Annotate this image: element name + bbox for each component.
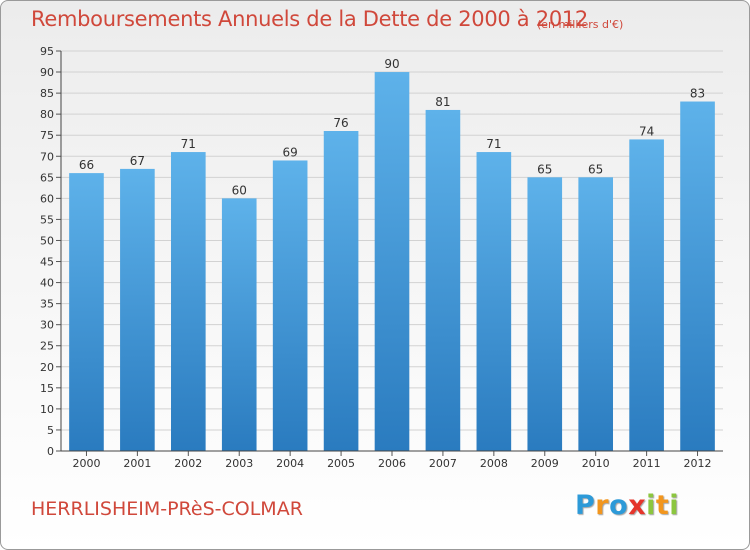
value-labels: 66 67 71 60 69 76 90 81 71 65 65 74 83 [79,57,705,197]
proxiti-logo[interactable]: Proxiti [575,490,679,521]
data-label: 83 [690,87,705,101]
y-tick-label: 15 [40,382,54,395]
y-tick-label: 80 [40,108,54,121]
x-tick-label: 2012 [684,457,712,470]
logo-letter: o [609,490,629,521]
logo-letter: x [628,490,647,521]
x-tick-label: 2004 [276,457,304,470]
bar [578,177,614,451]
data-label: 60 [232,183,247,197]
y-tick-label: 0 [47,445,54,458]
x-tick-label: 2000 [72,457,100,470]
data-label: 65 [588,162,603,176]
x-tick-label: 2009 [531,457,559,470]
bar [629,139,664,451]
bar [527,177,563,451]
y-tick-label: 5 [47,424,54,437]
city-name: HERRLISHEIM-PRèS-COLMAR [31,498,303,520]
bars [69,72,715,452]
data-label: 67 [130,154,145,168]
y-tick-label: 60 [40,192,54,205]
y-axis-ticks: 0 5 10 15 20 25 30 35 40 45 50 55 60 65 70 75 80 85 90 95 [40,45,61,458]
y-tick-label: 85 [40,87,54,100]
x-tick-label: 2002 [174,457,202,470]
bar [69,173,104,451]
bar [374,72,410,451]
data-label: 81 [435,95,450,109]
y-tick-label: 65 [40,171,54,184]
data-label: 74 [639,124,654,138]
y-tick-label: 95 [40,45,54,58]
bar [221,198,257,451]
y-tick-label: 50 [40,234,54,247]
bar [323,131,359,451]
bar [425,109,461,452]
logo-letter: r [595,490,610,521]
bar [170,152,206,452]
data-label: 66 [79,158,94,172]
logo-letter: i [669,490,680,521]
bar [120,168,155,452]
y-tick-label: 90 [40,66,54,79]
chart-title: Remboursements Annuels de la Dette de 20… [31,7,588,31]
x-tick-label: 2008 [480,457,508,470]
logo-letter: i [646,490,656,521]
y-tick-label: 45 [40,256,54,269]
data-label: 76 [333,116,348,130]
y-tick-label: 70 [40,150,54,163]
x-tick-label: 2011 [633,457,661,470]
logo-letter: t [655,490,670,521]
data-label: 69 [283,145,298,159]
y-tick-label: 10 [40,403,54,416]
data-label: 90 [384,57,399,71]
y-tick-label: 40 [40,277,54,290]
bar [680,101,715,452]
x-axis-ticks: 2000 2001 2002 2003 2004 2005 2006 2007 2008 2009… [72,451,712,470]
data-label: 71 [181,137,196,151]
y-tick-label: 25 [40,340,54,353]
data-label: 71 [486,137,501,151]
x-tick-label: 2010 [582,457,610,470]
chart-unit: (en milliers d'€) [537,18,624,31]
x-tick-label: 2001 [123,457,151,470]
y-tick-label: 20 [40,361,54,374]
x-tick-label: 2007 [429,457,457,470]
bar [272,160,308,451]
x-tick-label: 2003 [225,457,253,470]
y-tick-label: 35 [40,298,54,311]
data-label: 65 [537,162,552,176]
logo-letter: P [575,490,596,521]
y-tick-label: 75 [40,129,54,142]
y-tick-label: 30 [40,319,54,332]
bar [476,152,512,452]
x-tick-label: 2006 [378,457,406,470]
y-tick-label: 55 [40,213,54,226]
x-tick-label: 2005 [327,457,355,470]
